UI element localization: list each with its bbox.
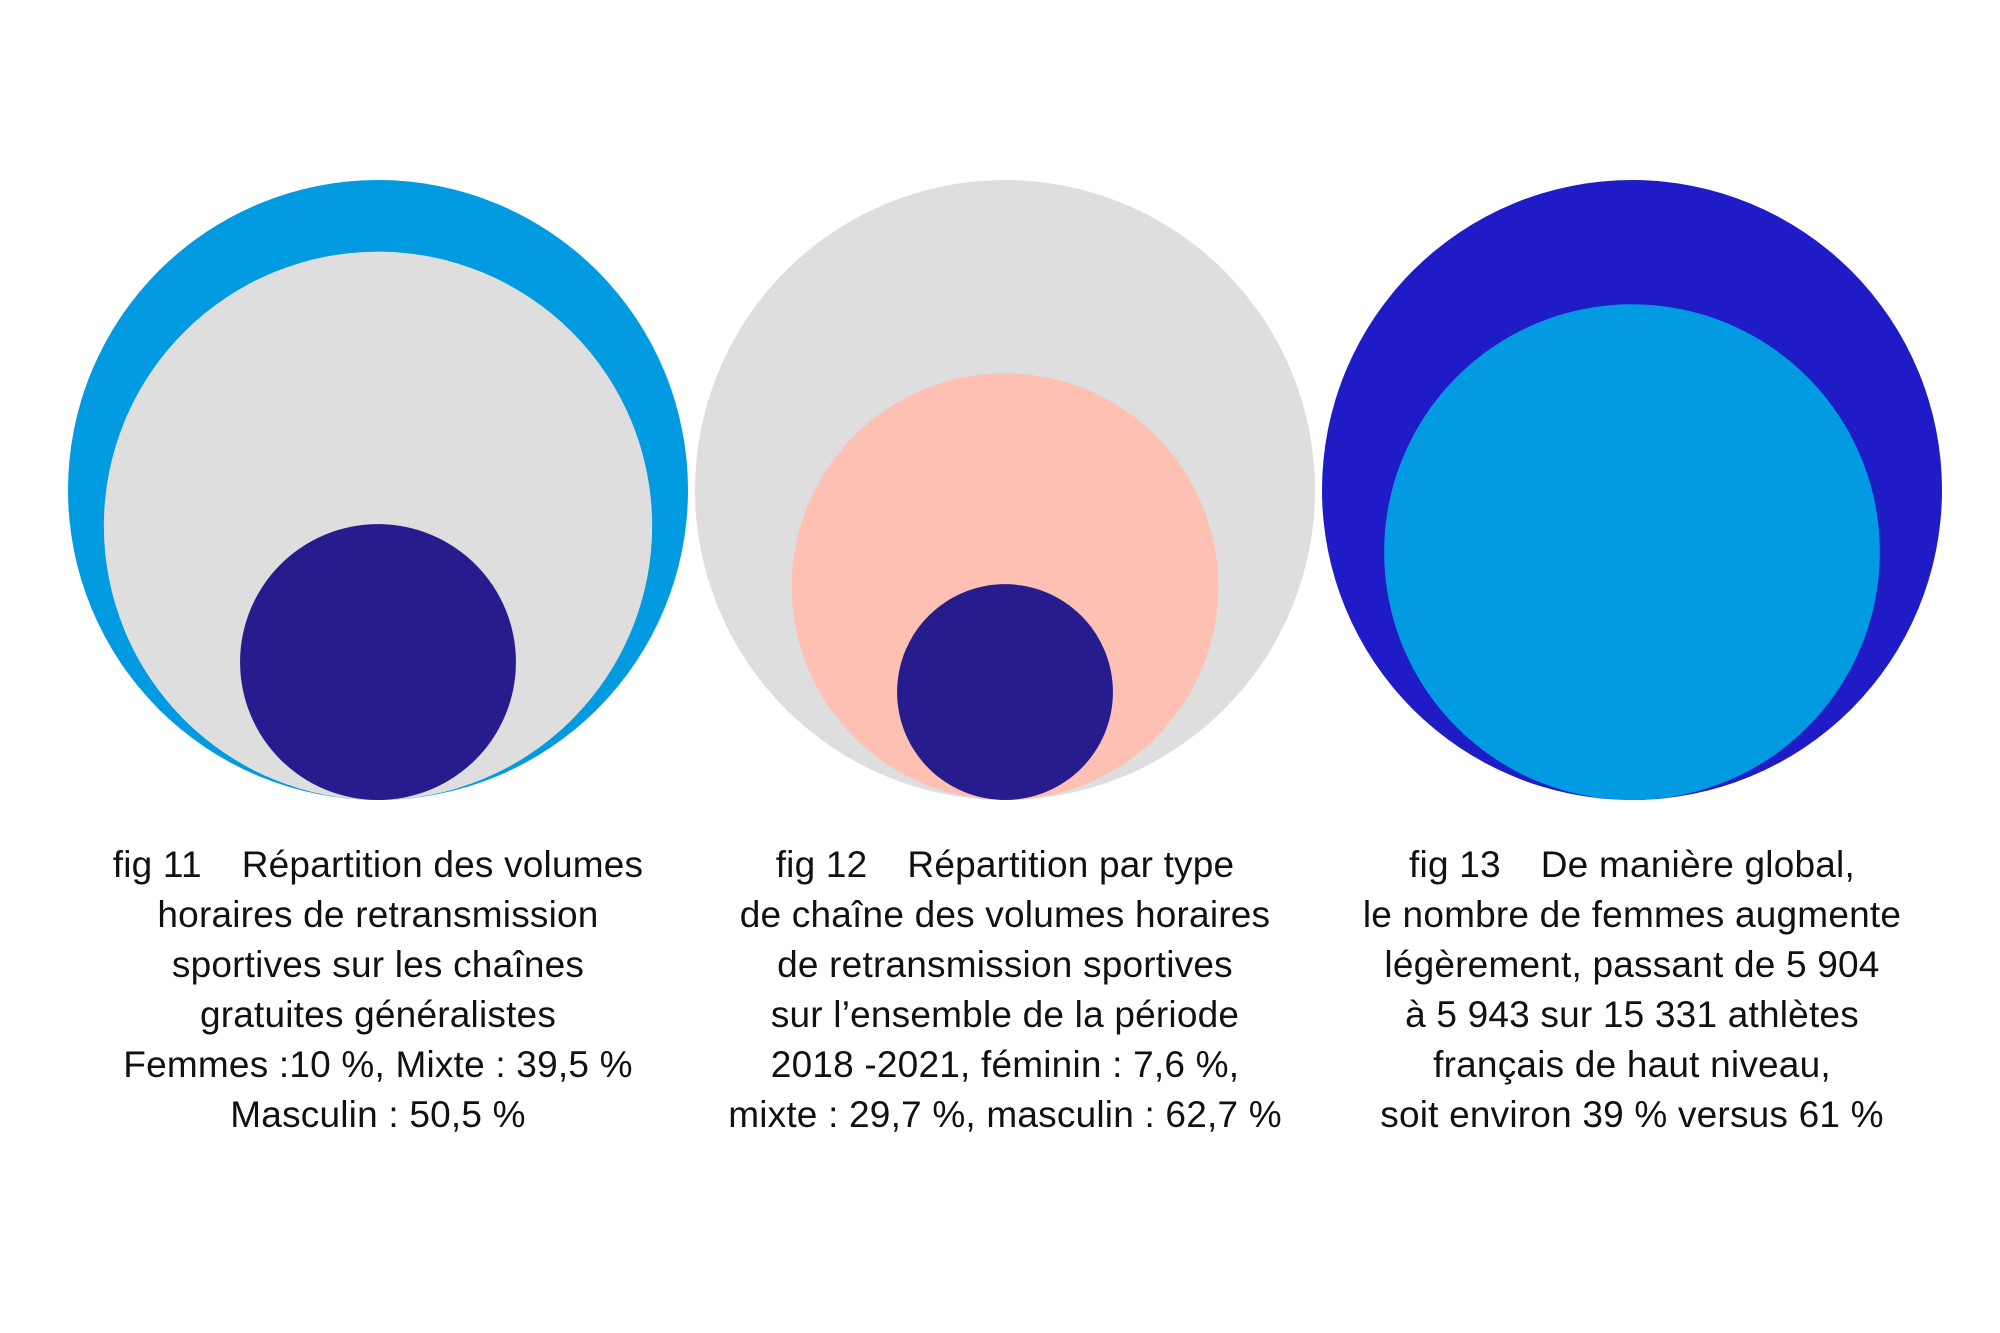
caption-text: 2018 -2021, féminin : 7,6 %, <box>770 1044 1240 1085</box>
caption-line: fig 12 Répartition par type <box>695 840 1315 890</box>
caption-text: sur l’ensemble de la période <box>770 994 1240 1035</box>
caption-text: légèrement, passant de 5 904 <box>1384 944 1880 985</box>
caption-text: de retransmission sportives <box>777 944 1233 985</box>
figure-caption: fig 11 Répartition des volumes horaires d… <box>68 840 688 1140</box>
caption-text: Masculin : 50,5 % <box>230 1094 526 1135</box>
caption-text: sportives sur les chaînes <box>171 944 585 985</box>
nested-circle-chart <box>1322 180 1942 800</box>
caption-text: horaires de retransmission <box>157 894 599 935</box>
caption-text: à 5 943 sur 15 331 athlètes <box>1405 994 1859 1035</box>
caption-text: De manière global, <box>1540 844 1855 885</box>
circle-féminin <box>897 584 1113 800</box>
figure-number: fig 11 <box>112 844 202 885</box>
caption-text: Répartition des volumes <box>241 844 644 885</box>
nested-circle-chart <box>695 180 1315 800</box>
figure-12: fig 12 Répartition par type de chaîne des… <box>695 180 1315 1140</box>
figure-13: fig 13 De manière global, le nombre de fe… <box>1322 180 1942 1140</box>
caption-text: Femmes :10 %, Mixte : 39,5 % <box>123 1044 633 1085</box>
figure-11: fig 11 Répartition des volumes horaires d… <box>68 180 688 1140</box>
caption-text: français de haut niveau, <box>1433 1044 1831 1085</box>
caption-text: mixte : 29,7 %, masculin : 62,7 % <box>728 1094 1282 1135</box>
caption-text: de chaîne des volumes horaires <box>739 894 1271 935</box>
caption-line: fig 13 De manière global, <box>1322 840 1942 890</box>
figure-number: fig 12 <box>775 844 868 885</box>
circle-femmes <box>1384 304 1880 800</box>
caption-text: le nombre de femmes augmente <box>1362 894 1902 935</box>
figure-caption: fig 12 Répartition par type de chaîne des… <box>695 840 1315 1140</box>
caption-text: Répartition par type <box>907 844 1235 885</box>
caption-line: fig 11 Répartition des volumes <box>68 840 688 890</box>
figure-caption: fig 13 De manière global, le nombre de fe… <box>1322 840 1942 1140</box>
caption-text: soit environ 39 % versus 61 % <box>1380 1094 1884 1135</box>
caption-text: gratuites généralistes <box>199 994 557 1035</box>
figure-number: fig 13 <box>1409 844 1501 885</box>
nested-circle-chart <box>68 180 688 800</box>
circle-femmes <box>240 524 516 800</box>
